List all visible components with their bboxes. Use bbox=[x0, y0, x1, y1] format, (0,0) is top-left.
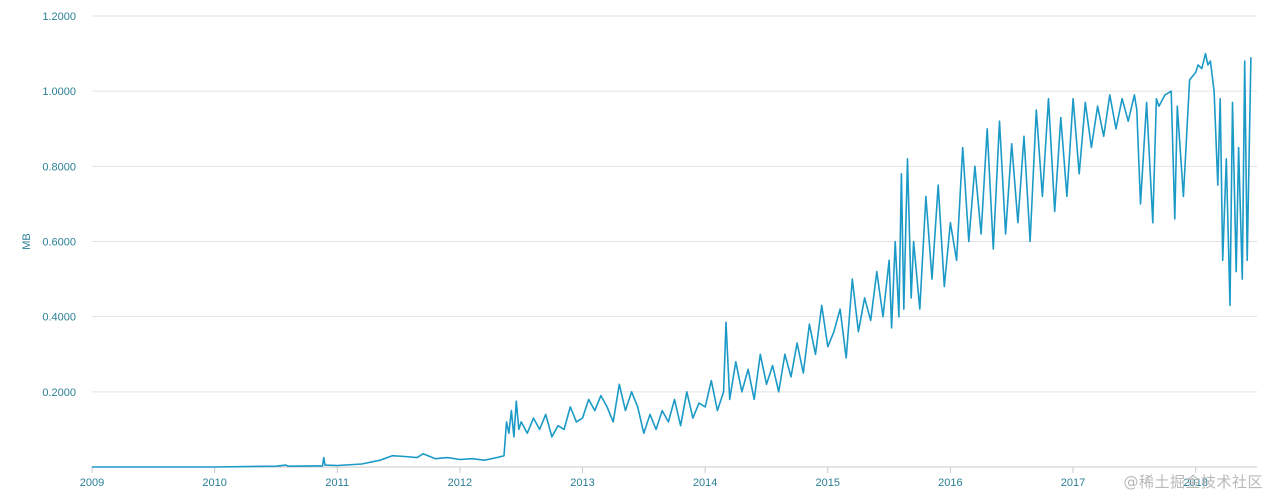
y-tick-label: 1.0000 bbox=[42, 86, 76, 98]
series-line-0 bbox=[92, 52, 1252, 468]
y-tick-label: 0.4000 bbox=[42, 312, 76, 324]
y-tick-label: 0.6000 bbox=[42, 237, 76, 249]
x-tick-label: 2015 bbox=[816, 477, 840, 489]
x-tick-label: 2010 bbox=[202, 477, 226, 489]
grid-lines bbox=[92, 15, 1257, 393]
series-group bbox=[92, 52, 1252, 468]
x-tick-label: 2012 bbox=[448, 477, 472, 489]
x-tick-label: 2017 bbox=[1061, 477, 1085, 489]
x-tick-label: 2018 bbox=[1183, 477, 1207, 489]
watermark: @稀土掘金技术社区 bbox=[1123, 473, 1263, 491]
y-tick-label: 0.2000 bbox=[42, 387, 76, 399]
x-tick-label: 2014 bbox=[693, 477, 717, 489]
y-tick-label: 0.8000 bbox=[42, 161, 76, 173]
y-tick-label: 1.2000 bbox=[42, 11, 76, 23]
x-tick-label: 2011 bbox=[325, 477, 349, 489]
y-axis-title: MB bbox=[21, 233, 33, 250]
x-tick-label: 2009 bbox=[80, 477, 104, 489]
y-axis-ticks: 0.2000 0.4000 0.6000 0.8000 1.0000 1.2000 bbox=[42, 11, 76, 399]
x-tick-label: 2016 bbox=[938, 477, 962, 489]
x-tick-label: 2013 bbox=[570, 477, 594, 489]
x-axis-ticks: 2009 2010 2011 2012 2013 2014 2015 2016 2017 2018 bbox=[80, 467, 1208, 489]
